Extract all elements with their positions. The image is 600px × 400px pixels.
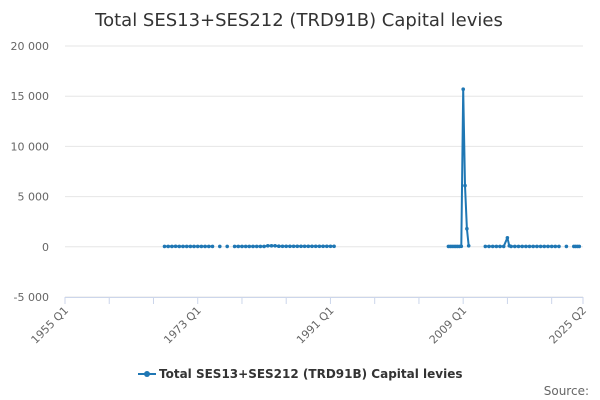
data-point[interactable] <box>466 244 471 248</box>
data-point[interactable] <box>288 244 292 249</box>
series-line <box>447 88 470 248</box>
data-point[interactable] <box>520 244 524 249</box>
data-point[interactable] <box>254 244 259 249</box>
data-point[interactable] <box>236 244 241 249</box>
data-point[interactable] <box>251 244 255 249</box>
data-point[interactable] <box>225 244 229 249</box>
data-point[interactable] <box>207 244 211 249</box>
data-point[interactable] <box>210 244 215 249</box>
data-point[interactable] <box>181 244 185 249</box>
data-point[interactable] <box>184 244 189 249</box>
data-point[interactable] <box>459 244 464 249</box>
x-axis: 1955 Q1 1973 Q1 1991 Q1 2009 Q1 2025 Q2 <box>29 297 590 347</box>
data-point[interactable] <box>524 244 528 249</box>
data-point[interactable] <box>192 244 196 249</box>
data-point[interactable] <box>513 244 517 249</box>
data-point[interactable] <box>243 244 248 249</box>
data-point[interactable] <box>295 244 300 249</box>
x-tick-label: 1991 Q1 <box>294 304 337 347</box>
data-point[interactable] <box>332 244 336 249</box>
data-point[interactable] <box>269 244 274 248</box>
data-point[interactable] <box>531 244 535 249</box>
data-point[interactable] <box>498 244 502 249</box>
y-axis-tick-labels: 20 000 15 000 10 000 5 000 0 -5 000 <box>11 40 50 304</box>
data-point[interactable] <box>465 226 469 231</box>
data-point[interactable] <box>546 244 550 249</box>
data-point[interactable] <box>162 244 167 249</box>
data-point[interactable] <box>557 244 561 249</box>
legend-point-marker <box>144 371 150 377</box>
y-tick-label: 0 <box>42 241 49 254</box>
data-point[interactable] <box>195 244 200 249</box>
data-point[interactable] <box>273 244 277 248</box>
data-point[interactable] <box>291 244 296 249</box>
data-point[interactable] <box>325 244 329 249</box>
data-point[interactable] <box>306 244 311 249</box>
data-point[interactable] <box>313 244 318 249</box>
data-point[interactable] <box>564 244 569 249</box>
chart-title: Total SES13+SES212 (TRD91B) Capital levi… <box>94 10 503 31</box>
data-point[interactable] <box>494 244 499 249</box>
data-point[interactable] <box>516 244 521 249</box>
data-point[interactable] <box>321 244 325 249</box>
data-point[interactable] <box>203 244 207 249</box>
data-point[interactable] <box>535 244 539 249</box>
data-point[interactable] <box>509 244 513 249</box>
data-point[interactable] <box>299 244 303 249</box>
data-point[interactable] <box>240 244 244 249</box>
data-point[interactable] <box>317 244 322 249</box>
data-point[interactable] <box>258 244 263 249</box>
data-point[interactable] <box>310 244 314 249</box>
data-point[interactable] <box>177 244 182 249</box>
data-point[interactable] <box>527 244 532 249</box>
x-tick-label: 1973 Q1 <box>161 304 204 347</box>
data-point[interactable] <box>280 244 285 249</box>
data-point[interactable] <box>247 244 252 249</box>
data-point[interactable] <box>501 244 506 249</box>
legend-label: Total SES13+SES212 (TRD91B) Capital levi… <box>159 367 463 381</box>
data-point[interactable] <box>549 244 554 249</box>
y-tick-label: 10 000 <box>11 140 50 153</box>
y-tick-label: 15 000 <box>11 90 50 103</box>
data-point[interactable] <box>199 244 204 249</box>
y-tick-label: 5 000 <box>18 191 50 204</box>
grid-lines <box>65 45 583 298</box>
data-point[interactable] <box>577 244 582 249</box>
data-point[interactable] <box>218 244 222 249</box>
x-tick-label: 2009 Q1 <box>427 304 470 347</box>
data-point[interactable] <box>262 244 266 249</box>
data-point[interactable] <box>538 244 543 249</box>
data-point[interactable] <box>461 87 466 91</box>
data-point[interactable] <box>166 244 170 249</box>
data-point[interactable] <box>328 244 333 249</box>
data-point[interactable] <box>284 244 289 249</box>
data-point[interactable] <box>490 244 495 249</box>
y-tick-label: 20 000 <box>11 40 50 53</box>
data-point[interactable] <box>173 244 178 249</box>
data-point[interactable] <box>463 183 467 188</box>
y-tick-label: -5 000 <box>14 291 49 304</box>
data-point[interactable] <box>232 244 237 249</box>
data-point[interactable] <box>170 244 174 249</box>
x-tick-label: 1955 Q1 <box>29 304 72 347</box>
data-point[interactable] <box>266 244 270 248</box>
data-point[interactable] <box>302 244 307 249</box>
x-tick-label: 2025 Q2 <box>547 304 590 347</box>
data-point[interactable] <box>483 244 488 249</box>
data-point[interactable] <box>188 244 193 249</box>
data-point[interactable] <box>553 244 558 249</box>
data-point[interactable] <box>505 236 510 240</box>
data-point[interactable] <box>542 244 547 249</box>
source-label: Source: <box>544 384 589 398</box>
data-point[interactable] <box>277 244 281 248</box>
data-point[interactable] <box>487 244 491 249</box>
legend[interactable]: Total SES13+SES212 (TRD91B) Capital levi… <box>138 367 463 381</box>
series-plot-area <box>162 87 582 249</box>
series-line <box>233 244 336 248</box>
